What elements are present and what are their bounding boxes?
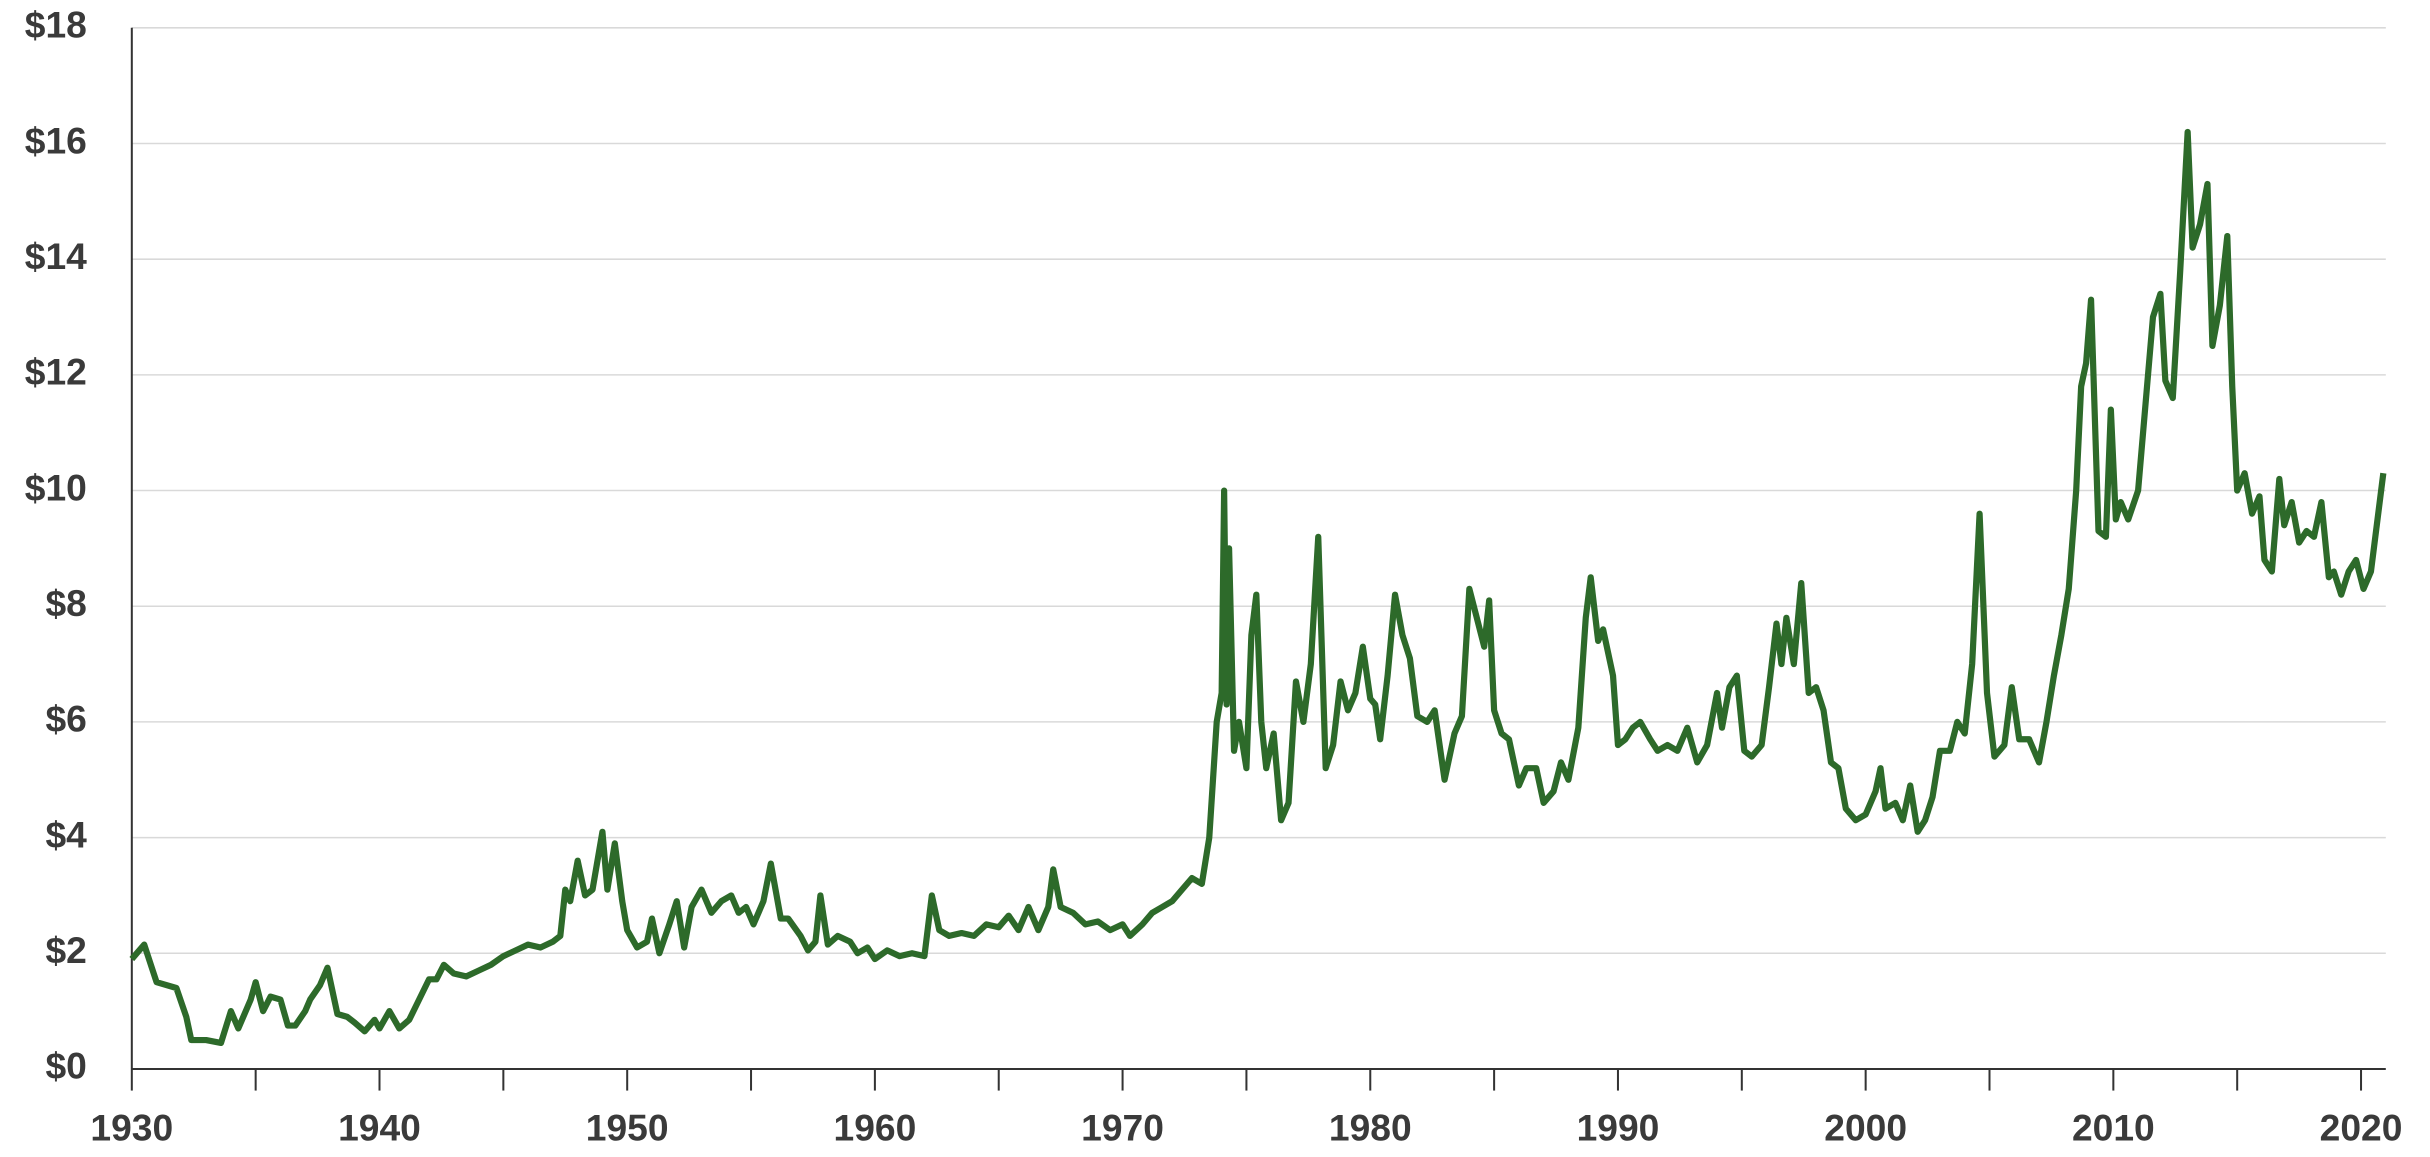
- y-tick-label: $16: [25, 119, 87, 161]
- y-tick-label: $14: [25, 235, 87, 277]
- y-tick-label: $10: [25, 466, 87, 508]
- price-line: [129, 128, 2387, 1047]
- x-tick-label: 1930: [90, 1107, 173, 1149]
- y-tick-label: $6: [45, 698, 86, 740]
- y-tick-label: $12: [25, 351, 87, 393]
- y-tick-label: $0: [45, 1045, 86, 1087]
- y-tick-label: $18: [25, 4, 87, 46]
- x-tick-label: 1990: [1577, 1107, 1660, 1149]
- y-tick-label: $4: [45, 813, 87, 855]
- x-tick-label: 1960: [834, 1107, 917, 1149]
- x-tick-label: 2020: [2320, 1107, 2403, 1149]
- x-tick-label: 1970: [1081, 1107, 1164, 1149]
- x-tick-label: 1950: [586, 1107, 669, 1149]
- x-tick-label: 1940: [338, 1107, 421, 1149]
- y-tick-label: $2: [45, 929, 86, 971]
- x-tick-label: 1980: [1329, 1107, 1412, 1149]
- y-tick-label: $8: [45, 582, 86, 624]
- x-tick-label: 2010: [2072, 1107, 2155, 1149]
- x-tick-label: 2000: [1824, 1107, 1907, 1149]
